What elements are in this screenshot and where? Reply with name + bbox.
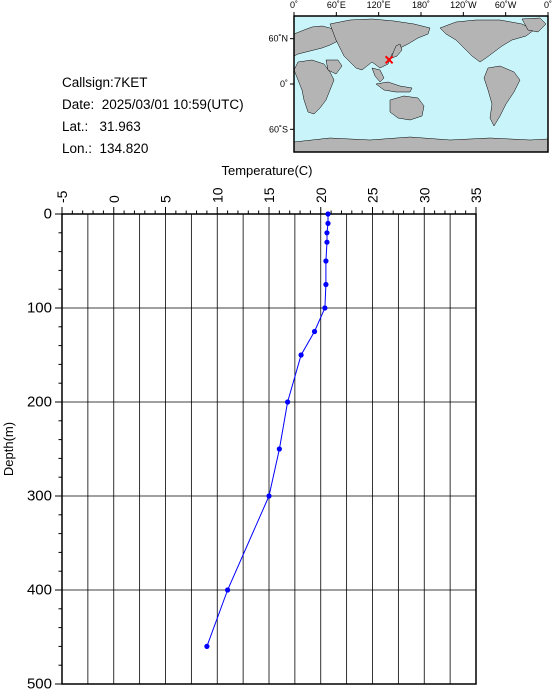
map-left-tick-label: 0˚ [280, 79, 288, 89]
y-tick-label: 400 [27, 582, 52, 599]
y-tick-label: 300 [27, 488, 52, 505]
data-point [276, 446, 282, 452]
x-tick-label: 0 [106, 195, 122, 203]
plot-frame [61, 213, 477, 685]
map-left-tick-label: 60˚N [268, 34, 288, 44]
map-top-tick-label: 180˚ [412, 0, 430, 10]
map-land-north-america [439, 19, 535, 63]
data-point [204, 643, 210, 650]
map-labels: 0˚ 60˚E 120˚E 180˚ 120˚W 60˚W 0˚ 60˚N 0˚ 60˚S [268, 0, 552, 134]
data-point [311, 328, 318, 335]
map-top-tick-label: 120˚E [367, 0, 391, 10]
map-land [293, 17, 549, 153]
data-point [323, 258, 329, 264]
x-tick-label: 5 [158, 195, 174, 203]
map-ticks [290, 12, 549, 130]
data-point [266, 493, 272, 499]
x-tick-label: 15 [261, 187, 277, 203]
vertical-gridlines [61, 214, 477, 684]
x-tick-label: 10 [209, 187, 225, 203]
y-axis-label: Depth(m) [1, 422, 16, 476]
data-point [324, 239, 330, 245]
date-text: Date: 2025/03/01 10:59(UTC) [62, 97, 244, 112]
callsign-text: Callsign:7KET [62, 75, 148, 90]
data-point [322, 305, 328, 311]
map-left-tick-label: 60˚S [269, 124, 288, 134]
x-axis-label: Temperature(C) [221, 163, 312, 178]
series-group [204, 211, 331, 650]
data-point [325, 220, 331, 226]
data-point [298, 352, 304, 358]
map-top-tick-label: 0˚ [290, 0, 298, 10]
map-top-tick-label: 0˚ [544, 0, 552, 10]
x-tick-label: 30 [416, 187, 432, 203]
y-tick-label: 500 [27, 676, 52, 690]
map-land-south-america [483, 65, 521, 127]
latitude-text: Lat.: 31.963 [62, 119, 141, 134]
y-tick-label: 200 [27, 394, 52, 411]
x-tick-label: -5 [54, 190, 70, 203]
longitude-text: Lon.: 134.820 [62, 141, 149, 156]
data-point [325, 211, 331, 217]
map-top-tick-label: 60˚E [327, 0, 346, 10]
station-info: Callsign:7KET Date: 2025/03/01 10:59(UTC… [62, 72, 244, 160]
x-tick-label: 25 [365, 187, 381, 203]
x-tick-label: 20 [313, 187, 329, 203]
map-top-tick-label: 60˚W [495, 0, 517, 10]
y-axis-tick-labels: 0 100 200 300 400 500 [27, 206, 52, 690]
x-axis-ticks [61, 207, 477, 214]
x-axis-tick-labels: -5 0 5 10 15 20 25 30 35 [54, 187, 484, 203]
data-point [285, 399, 291, 405]
map-top-tick-label: 120˚W [450, 0, 477, 10]
data-point [324, 230, 330, 236]
data-point [323, 281, 329, 288]
horizontal-gridlines [62, 213, 476, 685]
station-marker [384, 55, 394, 65]
map-land-australia [389, 95, 425, 121]
y-axis-ticks [55, 213, 62, 685]
map-land-arabia [325, 59, 343, 75]
y-tick-label: 0 [44, 206, 52, 223]
map-land-japan [391, 43, 403, 59]
x-tick-label: 35 [468, 187, 484, 203]
data-point [225, 587, 231, 593]
map-land-africa [293, 59, 335, 115]
y-tick-label: 100 [27, 300, 52, 317]
map-land-antarctica [293, 136, 549, 153]
location-map: 0˚ 60˚E 120˚E 180˚ 120˚W 60˚W 0˚ 60˚N 0˚ 60˚S [268, 0, 552, 153]
map-land-europe [293, 25, 341, 57]
map-land-indonesia [375, 81, 413, 93]
map-land-greenland [521, 17, 547, 33]
map-marker-group [384, 55, 394, 65]
map-land-asia [329, 18, 431, 71]
map-land-southeast-asia [371, 67, 385, 83]
temperature-profile-line [206, 214, 329, 647]
